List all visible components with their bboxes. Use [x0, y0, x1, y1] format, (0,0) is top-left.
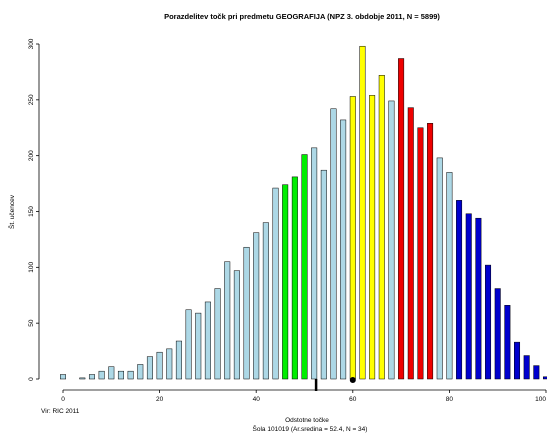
bar — [127, 370, 134, 380]
source-note: Vir: RIC 2011 — [41, 408, 80, 415]
x-axis: 0 20 40 60 80 100 — [61, 389, 547, 403]
bar — [543, 376, 547, 380]
bar — [320, 169, 327, 380]
bar — [398, 58, 405, 380]
bar — [146, 356, 153, 380]
bar — [195, 312, 202, 380]
bar — [494, 288, 501, 380]
y-tick-label: 0 — [28, 377, 35, 381]
x-tick-label: 100 — [535, 396, 546, 403]
bar — [359, 45, 366, 380]
bar — [504, 305, 511, 380]
bar — [475, 217, 482, 380]
bar — [253, 232, 260, 380]
bar — [262, 222, 269, 380]
overall-mean-marker — [349, 377, 356, 383]
bar — [514, 341, 521, 380]
bar — [533, 365, 540, 380]
bar — [456, 200, 463, 380]
x-tick-label: 0 — [61, 396, 65, 403]
bar — [243, 246, 250, 380]
x-tick-label: 60 — [349, 396, 357, 403]
bar — [446, 172, 453, 380]
bar — [485, 264, 492, 380]
bar — [166, 348, 173, 380]
bar — [156, 351, 163, 380]
bar — [330, 108, 337, 380]
bar — [79, 377, 86, 380]
bar — [204, 301, 211, 380]
bar — [60, 374, 66, 380]
y-tick-label: 200 — [28, 150, 35, 161]
bar — [98, 370, 105, 380]
bar — [137, 364, 144, 380]
y-tick-label: 100 — [28, 262, 35, 273]
bar — [117, 370, 124, 380]
bar — [369, 95, 376, 380]
bar — [282, 184, 289, 380]
bar — [224, 261, 231, 380]
bar-series — [60, 45, 547, 380]
bar — [214, 288, 221, 380]
x-tick-label: 80 — [446, 396, 454, 403]
y-tick-label: 250 — [28, 94, 35, 105]
bar — [465, 213, 472, 380]
x-tick-label: 40 — [253, 396, 261, 403]
bar — [388, 100, 395, 380]
bar — [311, 147, 318, 380]
y-axis-label: Št. učencev — [7, 194, 16, 229]
school-note: Šola 101019 (Ar.sredina = 52.4, N = 34) — [253, 424, 368, 433]
chart-title: Porazdelitev točk pri predmetu GEOGRAFIJ… — [164, 12, 440, 21]
bar — [427, 123, 434, 380]
y-tick-label: 50 — [28, 319, 35, 327]
bar — [523, 355, 530, 380]
bar — [301, 154, 308, 380]
x-axis-label: Odstotne točke — [285, 417, 329, 424]
y-axis: 0 50 100 150 200 250 300 — [28, 38, 40, 381]
bar — [272, 187, 279, 380]
x-tick-label: 20 — [156, 396, 164, 403]
bar — [340, 119, 347, 380]
y-tick-label: 300 — [28, 38, 35, 49]
mean-markers — [314, 377, 356, 391]
bar — [108, 366, 115, 380]
bar — [185, 309, 192, 380]
bar — [417, 127, 424, 380]
bar — [233, 270, 240, 380]
bar — [175, 340, 182, 380]
bar — [349, 96, 356, 380]
y-tick-label: 150 — [28, 206, 35, 217]
bar — [88, 374, 95, 380]
bar — [407, 107, 414, 380]
bar — [291, 176, 298, 380]
bar — [436, 157, 443, 380]
bar — [378, 75, 385, 380]
